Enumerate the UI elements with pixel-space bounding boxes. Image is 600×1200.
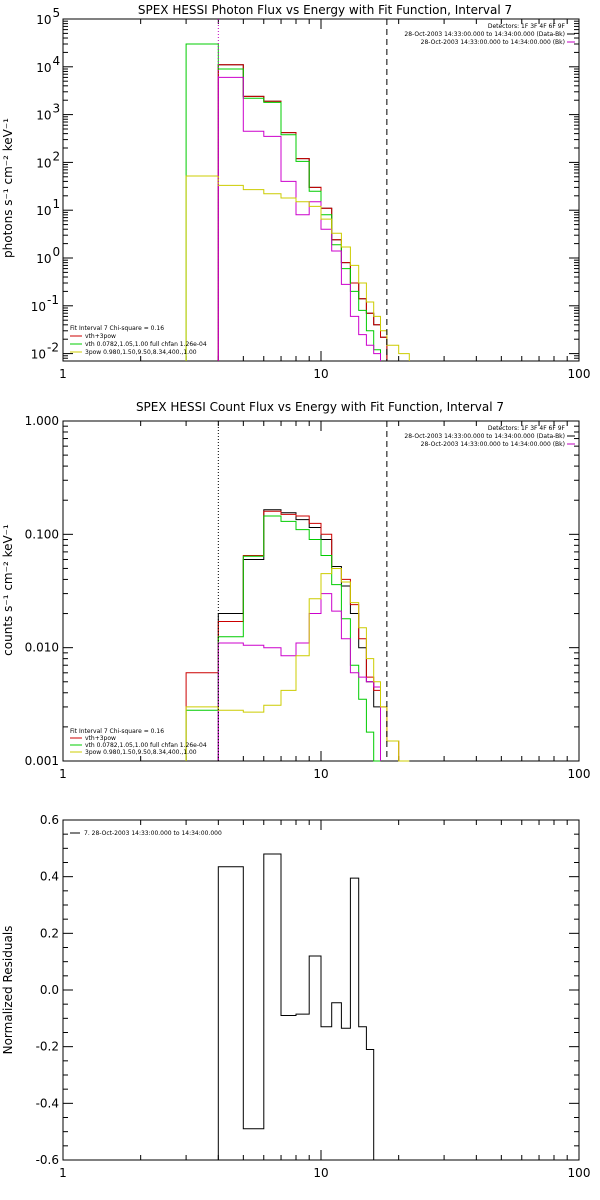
info-detectors: Detectors: 1F 3F 4F 6F 9F xyxy=(488,425,566,432)
series-line-2 xyxy=(185,43,381,361)
fit-label-vth-3pow: vth+3pow xyxy=(85,333,116,340)
y-tick-exponent: 5 xyxy=(53,6,61,20)
residuals-series-group xyxy=(217,853,387,1161)
x-tick-label: 100 xyxy=(568,1166,591,1180)
y-tick-label: 10 xyxy=(36,61,51,75)
y-tick-label: 0.4 xyxy=(40,870,59,884)
x-tick-label: 10 xyxy=(313,767,328,781)
y-tick-label: 0.2 xyxy=(40,926,59,940)
residuals-panel: Normalized Residuals 1 10 100 -0.6 -0.4 -0.2 0… xyxy=(1,813,590,1180)
fit-label-vth: vth 0.0782,1.05,1.00 full chfan 1.26e-04 xyxy=(85,341,207,348)
x-tick-label: 1 xyxy=(59,367,67,381)
photon-flux-series-group xyxy=(185,43,410,361)
count-flux-info-box: Detectors: 1F 3F 4F 6F 9F 28-Oct-2003 14… xyxy=(404,425,575,448)
y-tick-label: -0.6 xyxy=(36,1153,59,1167)
x-tick-label: 1 xyxy=(59,767,67,781)
photon-flux-title: SPEX HESSI Photon Flux vs Energy with Fi… xyxy=(138,3,512,17)
series-line-0 xyxy=(217,853,387,1161)
y-tick-label: 0.001 xyxy=(25,754,59,768)
residuals-ylabel: Normalized Residuals xyxy=(1,926,15,1055)
y-tick-label: 10 xyxy=(36,109,51,123)
info-detectors: Detectors: 1F 3F 4F 6F 9F xyxy=(488,23,566,30)
y-tick-label: -0.4 xyxy=(36,1096,59,1110)
y-tick-exponent: 1 xyxy=(53,197,61,211)
series-line-4 xyxy=(185,568,410,762)
x-tick-label: 1 xyxy=(59,1166,67,1180)
y-tick-label: 10 xyxy=(36,204,51,218)
y-tick-exponent: -2 xyxy=(47,341,59,355)
photon-flux-ylabel: photons s⁻¹ cm⁻² keV⁻¹ xyxy=(1,118,15,258)
residuals-legend-label: 7. 28-Oct-2003 14:33:00.000 to 14:34:00.… xyxy=(84,830,222,837)
fit-label-vth: vth 0.0782,1.05,1.00 full chfan 1.26e-04 xyxy=(85,742,207,749)
y-tick-exponent: 4 xyxy=(53,54,61,68)
series-line-3 xyxy=(217,76,381,361)
x-tick-label: 10 xyxy=(313,367,328,381)
info-bk: 28-Oct-2003 14:33:00.000 to 14:34:00.000… xyxy=(421,441,565,448)
fit-label-3pow: 3pow 0.980,1.50,9.50,8.34,400.,1.00 xyxy=(85,349,197,356)
info-bk: 28-Oct-2003 14:33:00.000 to 14:34:00.000… xyxy=(421,39,565,46)
x-tick-label: 10 xyxy=(313,1166,328,1180)
residuals-legend: 7. 28-Oct-2003 14:33:00.000 to 14:34:00.… xyxy=(70,830,222,837)
series-line-2 xyxy=(185,515,381,762)
y-tick-label: 10 xyxy=(36,13,51,27)
info-data-bk: 28-Oct-2003 14:33:00.000 to 14:34:00.000… xyxy=(404,433,565,440)
x-tick-label: 100 xyxy=(568,767,591,781)
fit-interval-chisq: Fit Interval 7 Chi-square = 0.16 xyxy=(70,325,164,332)
count-flux-panel: SPEX HESSI Count Flux vs Energy with Fit… xyxy=(1,400,590,781)
y-tick-exponent: 2 xyxy=(53,149,61,163)
series-line-4 xyxy=(185,175,410,361)
y-tick-exponent: -1 xyxy=(47,293,59,307)
y-tick-label: 0.6 xyxy=(40,813,59,827)
y-tick-label: 10 xyxy=(31,300,46,314)
y-tick-label: 0.100 xyxy=(25,527,59,541)
y-tick-label: 10 xyxy=(31,348,46,362)
fit-label-vth-3pow: vth+3pow xyxy=(85,735,116,742)
y-tick-exponent: 3 xyxy=(53,102,61,116)
y-tick-label: -0.2 xyxy=(36,1040,59,1054)
y-tick-label: 10 xyxy=(36,252,51,266)
y-tick-label: 0.010 xyxy=(25,641,59,655)
photon-flux-panel: SPEX HESSI Photon Flux vs Energy with Fi… xyxy=(1,3,590,381)
count-fit-legend: Fit Interval 7 Chi-square = 0.16 vth+3po… xyxy=(70,728,207,756)
y-tick-label: 1.000 xyxy=(25,414,59,428)
fit-label-3pow: 3pow 0.980,1.50,9.50,8.34,400.,1.00 xyxy=(85,749,197,756)
series-line-0 xyxy=(217,509,381,761)
y-tick-exponent: 0 xyxy=(53,245,61,259)
y-tick-label: 10 xyxy=(36,156,51,170)
photon-fit-legend: Fit Interval 7 Chi-square = 0.16 vth+3po… xyxy=(70,325,207,356)
count-flux-ylabel: counts s⁻¹ cm⁻² keV⁻¹ xyxy=(1,524,15,656)
series-line-1 xyxy=(185,510,400,761)
series-line-3 xyxy=(217,593,381,761)
info-data-bk: 28-Oct-2003 14:33:00.000 to 14:34:00.000… xyxy=(404,31,565,38)
count-flux-title: SPEX HESSI Count Flux vs Energy with Fit… xyxy=(136,400,504,414)
count-flux-series-group xyxy=(185,509,410,762)
y-tick-label: 0.0 xyxy=(40,983,59,997)
fit-interval-chisq: Fit Interval 7 Chi-square = 0.16 xyxy=(70,728,164,735)
x-tick-label: 100 xyxy=(568,367,591,381)
photon-flux-info-box: Detectors: 1F 3F 4F 6F 9F 28-Oct-2003 14… xyxy=(404,23,575,46)
